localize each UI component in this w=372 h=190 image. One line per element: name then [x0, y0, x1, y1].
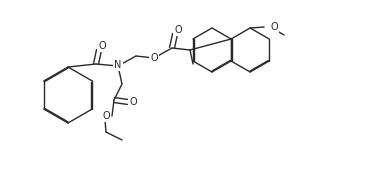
Text: O: O [174, 25, 182, 35]
Text: O: O [98, 41, 106, 51]
Text: O: O [102, 111, 110, 121]
Text: O: O [270, 22, 278, 32]
Text: N: N [114, 60, 122, 70]
Text: O: O [150, 53, 158, 63]
Text: O: O [129, 97, 137, 107]
